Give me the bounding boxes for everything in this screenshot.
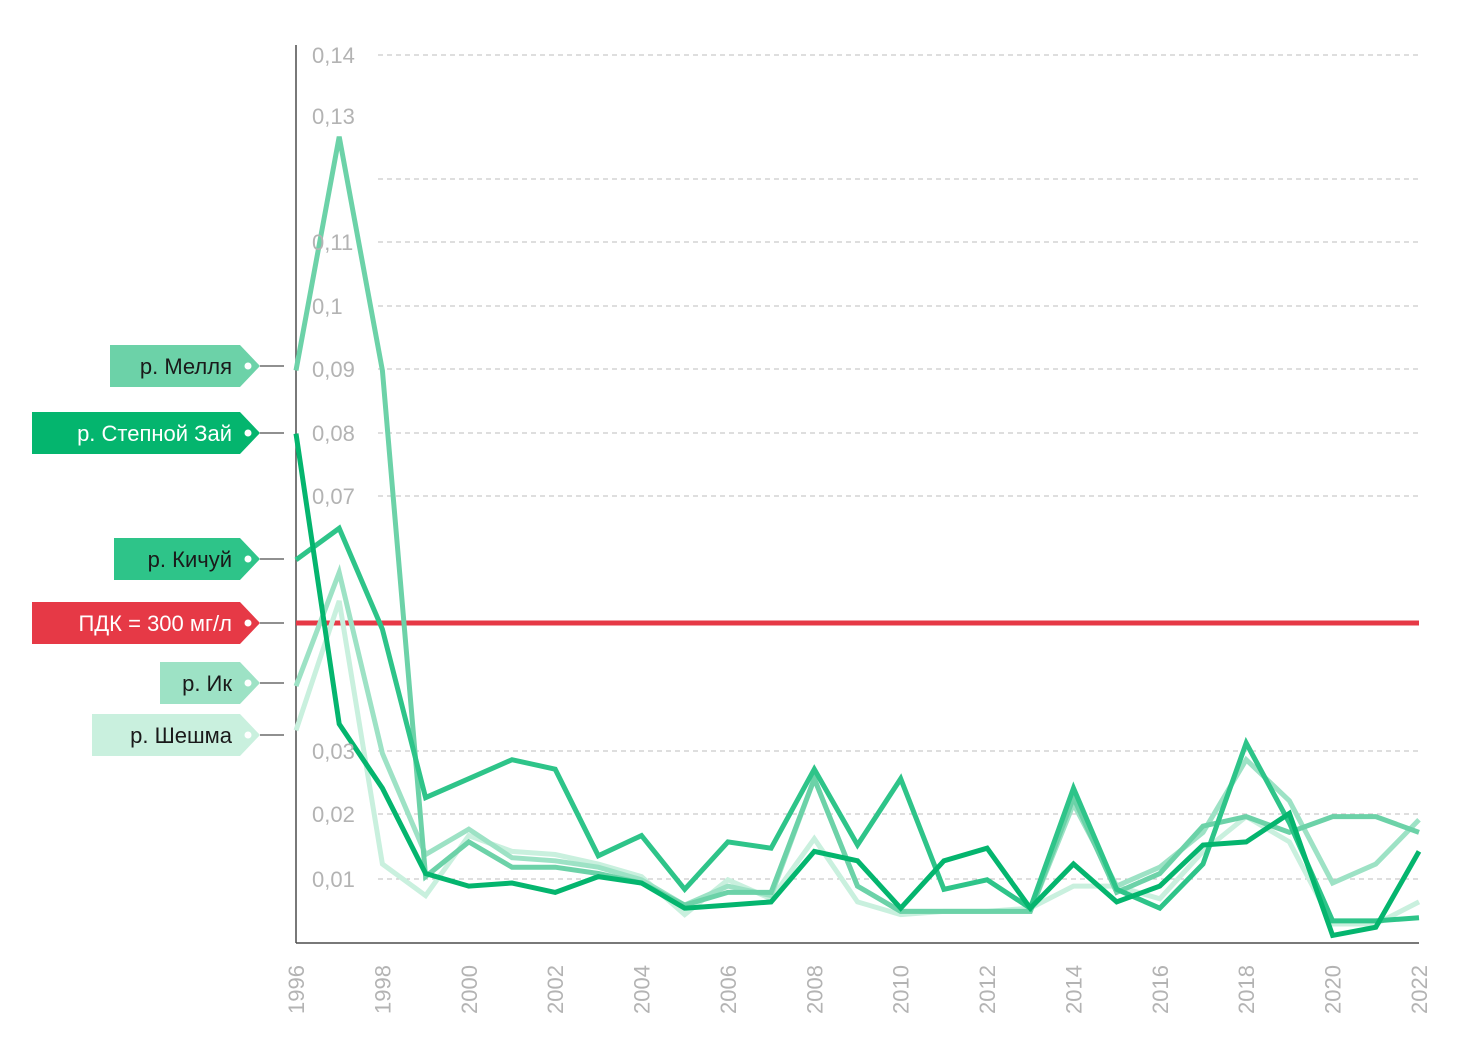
x-tick-label: 2006 (716, 965, 741, 1014)
tag-label: р. Кичуй (148, 547, 232, 572)
tag-dot (244, 429, 252, 437)
series-tag-2: р. Кичуй (114, 538, 284, 580)
y-tick-label: 0,02 (312, 802, 355, 827)
series-tag-4: р. Ик (160, 662, 284, 704)
y-tick-label: 0,09 (312, 357, 355, 382)
x-tick-labels: 1996 1998 2000 2002 2004 2006 2008 2010 2012 2014… (284, 965, 1432, 1014)
tag-dot (244, 362, 252, 370)
grid-lines (378, 54, 1419, 880)
tag-label: ПДК = 300 мг/л (78, 611, 232, 636)
series-tags: р. Мелля р. Степной Зай р. Кичуй ПДК = 300 … (32, 345, 284, 756)
y-tick-label: 0,01 (312, 867, 355, 892)
series-line-2 (294, 524, 1420, 924)
tag-shape (92, 714, 260, 756)
x-tick-label: 1998 (370, 965, 395, 1014)
y-tick-label: 0,07 (312, 484, 355, 509)
tag-dot (244, 731, 252, 739)
tag-label: р. Мелля (140, 354, 232, 379)
x-tick-label: 2022 (1407, 965, 1432, 1014)
x-tick-label: 2008 (802, 965, 827, 1014)
tag-label: р. Ик (182, 671, 232, 696)
series-line-0 (293, 136, 1420, 914)
x-tick-label: 2002 (543, 965, 568, 1014)
x-tick-label: 2004 (630, 965, 655, 1014)
tag-shape (32, 412, 260, 454)
series-tag-3: ПДК = 300 мг/л (32, 602, 284, 644)
x-tick-label: 2016 (1148, 965, 1173, 1014)
series-lines (293, 136, 1422, 939)
x-tick-label: 2012 (975, 965, 1000, 1014)
tag-dot (244, 555, 252, 563)
tag-shape (160, 662, 260, 704)
series-line-1 (293, 433, 1422, 939)
y-tick-label: 0,08 (312, 421, 355, 446)
tag-label: р. Шешма (130, 723, 233, 748)
y-tick-labels: 0,14 0,13 0,11 0,1 0,09 0,08 0,07 0,03 0,02 0,01 (312, 43, 355, 892)
y-tick-label: 0,11 (312, 230, 353, 255)
y-tick-label: 0,1 (312, 294, 343, 319)
x-tick-label: 2010 (889, 965, 914, 1014)
x-tick-label: 2014 (1061, 965, 1086, 1014)
y-tick-label: 0,03 (312, 739, 355, 764)
tag-shape (110, 345, 260, 387)
series-tag-0: р. Мелля (110, 345, 284, 387)
x-tick-label: 2000 (457, 965, 482, 1014)
x-tick-label: 1996 (284, 965, 309, 1014)
tag-label: р. Степной Зай (77, 421, 232, 446)
series-tag-1: р. Степной Зай (32, 412, 284, 454)
series-tag-5: р. Шешма (92, 714, 284, 756)
tag-shape (32, 602, 260, 644)
tag-dot (244, 619, 252, 627)
axes (295, 45, 1419, 944)
y-tick-label: 0,13 (312, 104, 355, 129)
tag-dot (244, 679, 252, 687)
x-tick-label: 2020 (1321, 965, 1346, 1014)
y-tick-label: 0,14 (312, 43, 355, 68)
tag-shape (114, 538, 260, 580)
x-tick-label: 2018 (1234, 965, 1259, 1014)
